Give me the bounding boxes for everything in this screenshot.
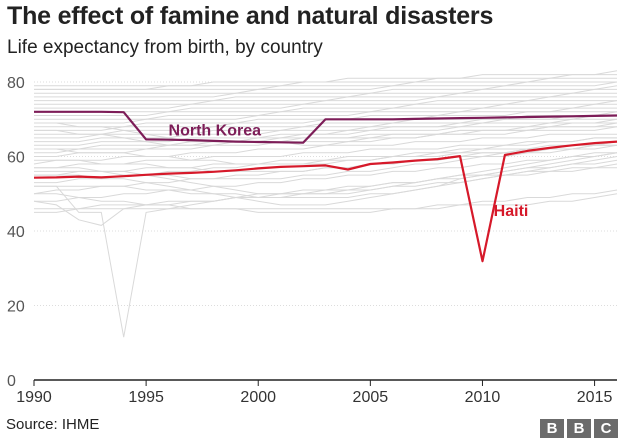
background-country-line [34,118,618,146]
background-country-line [34,167,617,210]
y-tick-label: 20 [7,299,25,316]
background-country-line [34,115,617,146]
logo-letter: B [540,419,564,438]
north-korea-line [34,110,618,144]
x-tick-label: 1990 [16,389,52,406]
background-country-line [34,81,617,94]
background-country-line [34,122,618,150]
chart-title: The effect of famine and natural disaste… [7,2,494,30]
bbc-logo: B B C [540,419,618,438]
background-country-line [34,88,617,105]
background-country-line [34,96,617,113]
y-tick-label: 40 [7,224,25,241]
logo-letter: B [567,419,591,438]
y-tick-label: 0 [7,373,16,390]
background-country-line [34,152,617,195]
background-country-line [34,85,618,102]
background-country-line [34,77,617,90]
x-tick-label: 2000 [240,389,276,406]
background-country-line [34,81,618,98]
series-labels: North Korea Haiti [169,123,529,220]
x-tick-label: 2015 [577,389,613,406]
background-country-line [34,70,618,87]
background-country-line [34,126,618,157]
chart-subtitle: Life expectancy from birth, by country [7,37,323,58]
background-country-lines [33,70,618,338]
y-axis-labels: 0 20 40 60 80 [7,75,25,390]
haiti-label: Haiti [494,203,529,220]
background-country-line [33,193,618,226]
x-axis: 1990 1995 2000 2005 2010 2015 [16,379,617,406]
background-country-line [34,137,617,169]
source-note: Source: IHME [6,416,100,433]
background-country-line [34,189,618,213]
x-tick-label: 2005 [353,389,389,406]
background-country-line [34,100,617,116]
background-country-line [34,156,618,198]
background-country-line [34,137,617,165]
y-tick-label: 80 [7,75,25,92]
y-tick-label: 60 [7,150,25,167]
background-country-line [34,111,617,131]
logo-letter: C [594,419,618,438]
north-korea-label: North Korea [169,123,262,140]
background-country-line [34,141,618,176]
highlighted-country-lines [33,110,618,263]
x-tick-label: 2010 [465,389,501,406]
background-country-line [34,152,618,206]
background-country-line [34,141,618,172]
background-country-line [34,118,617,143]
background-country-line [34,100,618,120]
x-tick-label: 1995 [128,389,164,406]
background-country-line [34,152,618,202]
haiti-line [33,140,618,263]
